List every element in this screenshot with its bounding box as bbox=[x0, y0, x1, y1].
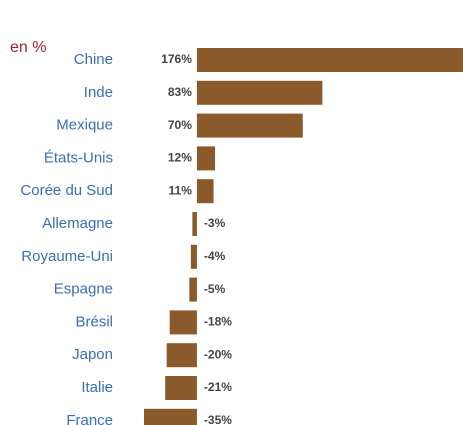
chart-subtitle: en % bbox=[10, 39, 46, 56]
bar bbox=[169, 310, 197, 335]
value-label: -35% bbox=[204, 413, 232, 425]
value-label: -20% bbox=[204, 347, 232, 361]
bar bbox=[165, 376, 197, 400]
bar bbox=[190, 244, 197, 269]
value-label: -21% bbox=[204, 380, 232, 394]
category-label: Brésil bbox=[75, 313, 113, 330]
value-label: 11% bbox=[169, 183, 193, 197]
category-label: États-Unis bbox=[44, 149, 113, 166]
value-label: 83% bbox=[168, 85, 192, 99]
bar bbox=[192, 212, 197, 236]
category-label: Corée du Sud bbox=[20, 182, 113, 199]
category-label: Italie bbox=[81, 379, 113, 396]
bar bbox=[196, 80, 323, 105]
value-label: -3% bbox=[204, 216, 226, 230]
category-label: Mexique bbox=[56, 117, 113, 134]
category-label: Chine bbox=[74, 51, 113, 68]
value-label: -18% bbox=[204, 315, 232, 329]
value-label: 176% bbox=[161, 52, 192, 66]
bar bbox=[196, 113, 303, 138]
value-label: 70% bbox=[168, 118, 192, 132]
bar bbox=[196, 179, 214, 204]
category-label: Espagne bbox=[54, 281, 113, 298]
bar bbox=[196, 146, 216, 171]
bar bbox=[196, 48, 463, 72]
category-label: France bbox=[66, 412, 113, 425]
bar bbox=[144, 408, 197, 425]
value-label: 12% bbox=[168, 151, 192, 165]
bar bbox=[166, 343, 197, 368]
category-label: Allemagne bbox=[42, 215, 113, 232]
category-label: Japon bbox=[72, 346, 113, 363]
value-label: -4% bbox=[204, 249, 226, 263]
category-label: Royaume-Uni bbox=[21, 248, 113, 265]
value-label: -5% bbox=[204, 282, 226, 296]
category-label: Inde bbox=[84, 84, 113, 101]
bar bbox=[189, 277, 197, 302]
